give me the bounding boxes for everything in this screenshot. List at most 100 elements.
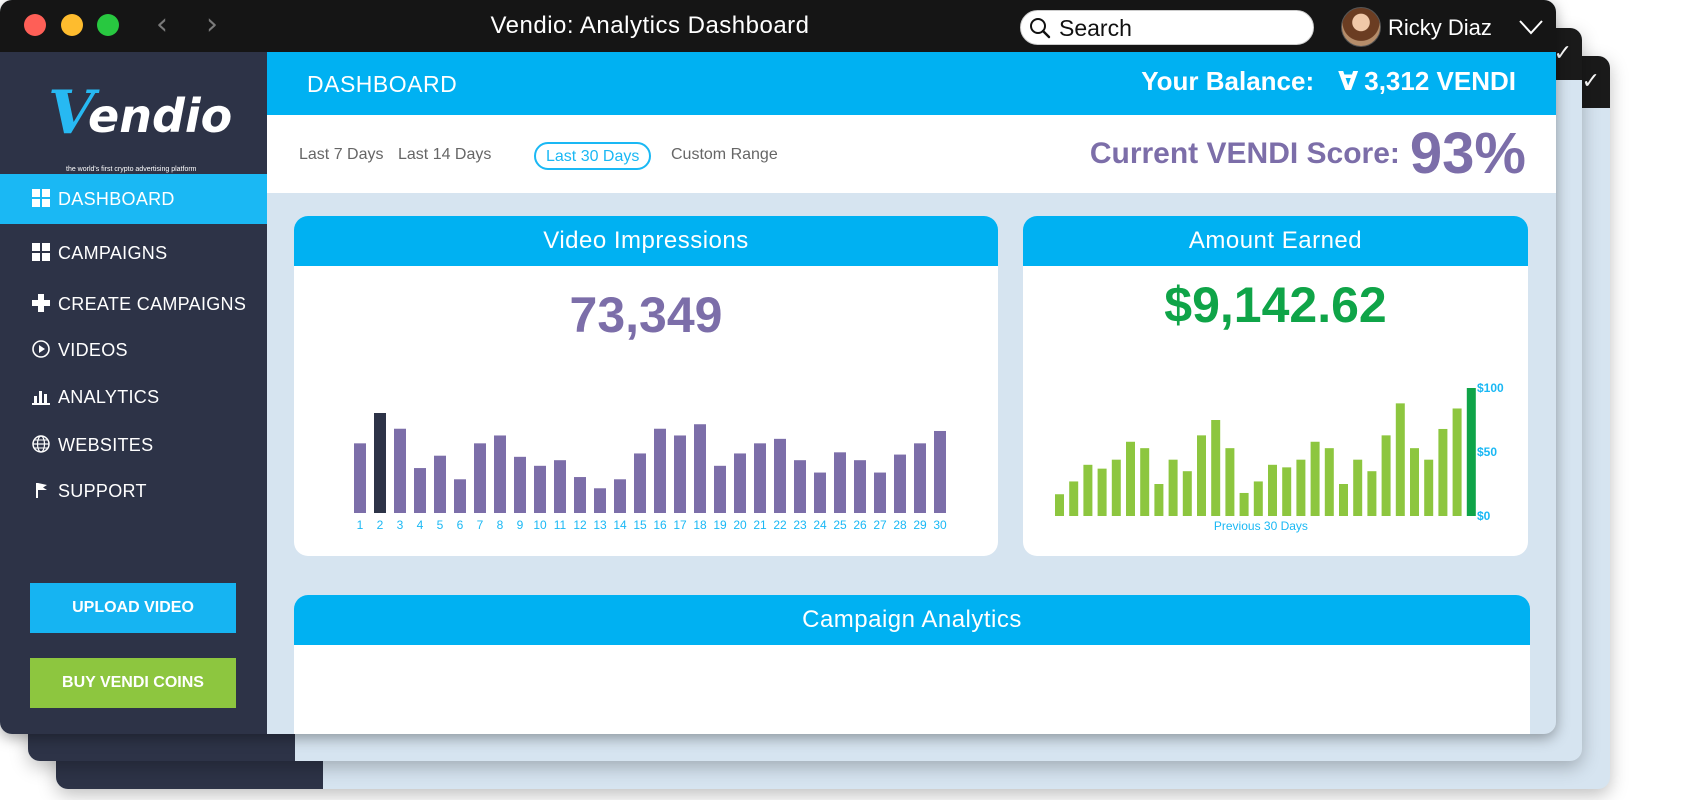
x-tick-label: 2 [377, 518, 384, 532]
impressions-bar [514, 456, 526, 513]
earnings-bar [1296, 459, 1306, 516]
logo-tagline: the world's first crypto advertising pla… [66, 166, 197, 173]
chevron-down-icon[interactable] [1518, 16, 1544, 38]
bar-chart-icon [32, 391, 50, 405]
sidebar-item-label: ANALYTICS [58, 387, 160, 407]
sidebar-item-videos[interactable]: VIDEOS [0, 325, 267, 375]
x-tick-label: 1 [357, 518, 364, 532]
title-bar: ‹ › Vendio: Analytics Dashboard Ricky Di… [0, 0, 1556, 52]
user-name[interactable]: Ricky Diaz [1388, 15, 1492, 40]
score-value: 93% [1409, 121, 1526, 186]
impressions-bar [894, 454, 906, 513]
impressions-value: 73,349 [569, 287, 723, 343]
x-tick-label: 7 [477, 518, 484, 532]
x-tick-label: 10 [533, 518, 547, 532]
sidebar-item-create-campaigns[interactable]: CREATE CAMPAIGNS [0, 279, 267, 329]
impressions-bar [434, 455, 446, 513]
balance-display: Your Balance: ∀ 3,312 VENDI [1141, 66, 1516, 97]
search-input[interactable] [1059, 14, 1299, 42]
range-custom[interactable]: Custom Range [671, 146, 778, 163]
chevron-down-icon: ✓ [1581, 68, 1600, 93]
x-tick-label: 12 [573, 518, 587, 532]
x-tick-label: 11 [554, 518, 567, 532]
y-tick-label: $50 [1477, 445, 1497, 459]
impressions-bar [634, 453, 646, 513]
impressions-bar [694, 424, 706, 513]
vendi-coin-icon: ∀ [1338, 66, 1359, 96]
impressions-bar [474, 443, 486, 513]
earnings-bar [1154, 484, 1164, 516]
card-title: Campaign Analytics [294, 595, 1530, 645]
search-box[interactable] [1020, 10, 1314, 45]
earnings-bar [1055, 494, 1064, 516]
x-tick-label: 26 [853, 518, 867, 532]
window-title: Vendio: Analytics Dashboard [490, 12, 810, 39]
earnings-bar [1225, 448, 1235, 516]
avatar[interactable] [1341, 7, 1381, 47]
balance-label: Your Balance: [1141, 66, 1315, 96]
sidebar-item-websites[interactable]: WEBSITES [0, 420, 267, 470]
sidebar-item-label: DASHBOARD [58, 189, 175, 209]
earnings-bar-chart: $100 $50 $0 Previous 30 Days [1055, 381, 1504, 533]
x-tick-label: 29 [913, 518, 927, 532]
x-tick-label: 27 [873, 518, 887, 532]
x-tick-label: 13 [593, 518, 607, 532]
earnings-bar [1466, 388, 1476, 516]
impressions-bar [414, 468, 426, 513]
earnings-bar [1211, 420, 1221, 516]
upload-video-button[interactable]: UPLOAD VIDEO [30, 583, 236, 633]
x-tick-label: 4 [417, 518, 424, 532]
earnings-bar [1324, 448, 1334, 516]
sidebar-item-analytics[interactable]: ANALYTICS [0, 372, 267, 422]
back-arrow-icon[interactable]: ‹ [156, 7, 168, 42]
y-tick-label: $100 [1477, 381, 1504, 395]
buy-vendi-coins-button[interactable]: BUY VENDI COINS [30, 658, 236, 708]
sidebar-item-support[interactable]: SUPPORT [0, 466, 267, 516]
page-title: DASHBOARD [307, 71, 458, 97]
impressions-bar [534, 465, 546, 513]
score-label: Current VENDI Score: [1089, 137, 1400, 170]
x-axis-label: Previous 30 Days [1214, 519, 1308, 533]
close-button[interactable] [24, 14, 46, 36]
x-tick-label: 20 [733, 518, 747, 532]
earnings-bar [1069, 481, 1079, 516]
range-last-7-days[interactable]: Last 7 Days [299, 146, 384, 163]
impressions-bar-chart: 1 2 3 4 5 6 7 8 9 10 11 12 13 14 15 16 17 18 19 20 21 22 23 24 2… [354, 413, 947, 532]
sidebar-item-dashboard[interactable]: DASHBOARD [0, 174, 267, 224]
x-tick-label: 18 [693, 518, 707, 532]
play-circle-icon [32, 340, 50, 358]
earnings-bar [1410, 448, 1419, 516]
x-tick-label: 24 [813, 518, 827, 532]
earnings-bar [1353, 459, 1363, 516]
flag-icon [36, 483, 47, 498]
x-tick-label: 16 [653, 518, 667, 532]
sidebar-item-campaigns[interactable]: CAMPAIGNS [0, 228, 267, 278]
earnings-bar [1438, 428, 1448, 516]
sidebar-item-label: CREATE CAMPAIGNS [58, 294, 247, 314]
search-icon [1030, 18, 1051, 39]
x-tick-label: 30 [933, 518, 947, 532]
x-tick-label: 25 [833, 518, 847, 532]
earnings-bar [1339, 484, 1348, 516]
impressions-bar [914, 443, 926, 513]
main-window: ‹ › Vendio: Analytics Dashboard Ricky Di… [0, 0, 1556, 734]
impressions-bar [614, 479, 626, 513]
y-tick-label: $0 [1477, 509, 1491, 523]
minimize-button[interactable] [61, 14, 83, 36]
impressions-bar [934, 430, 946, 513]
maximize-button[interactable] [97, 14, 119, 36]
x-tick-label: 17 [673, 518, 687, 532]
forward-arrow-icon[interactable]: › [206, 7, 218, 42]
x-tick-label: 21 [753, 518, 767, 532]
x-tick-label: 15 [633, 518, 647, 532]
impressions-bar [354, 443, 366, 513]
range-last-14-days[interactable]: Last 14 Days [398, 146, 492, 163]
impressions-bar [674, 435, 686, 513]
range-last-30-days[interactable]: Last 30 Days [534, 142, 652, 170]
x-tick-label: 9 [517, 518, 524, 532]
vendi-score: Current VENDI Score: 93% [1090, 115, 1526, 193]
impressions-bar [714, 465, 726, 513]
earnings-bar [1140, 448, 1150, 516]
